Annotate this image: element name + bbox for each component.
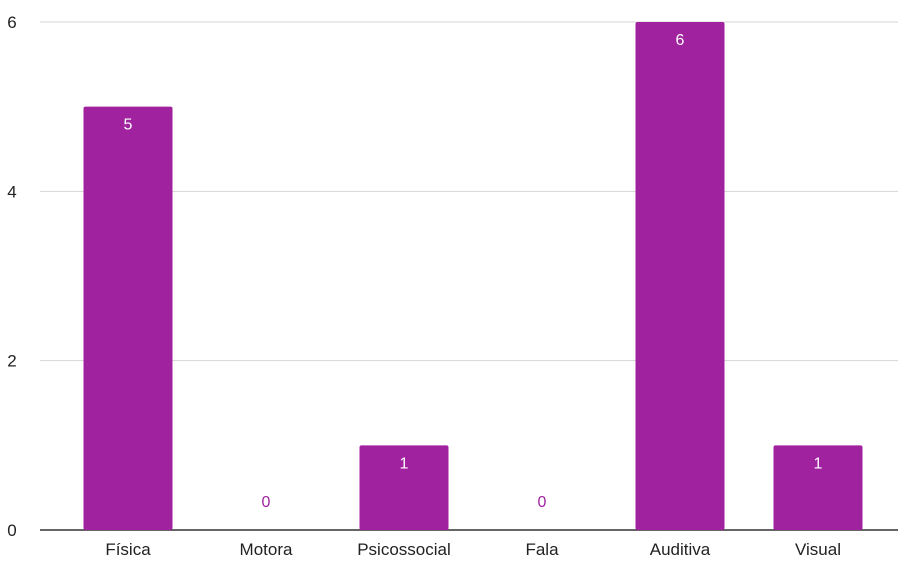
y-tick-label: 2 — [7, 352, 16, 371]
bars — [83, 22, 863, 531]
data-label: 0 — [262, 494, 271, 511]
bar-5 — [773, 445, 863, 530]
x-axis-categories: Física Motora Psicossocial Fala Auditiva Visu… — [105, 540, 841, 559]
data-label: 1 — [814, 455, 823, 472]
x-category-label: Psicossocial — [357, 540, 451, 558]
bar-0 — [83, 106, 173, 531]
x-category-label: Motora — [240, 540, 293, 558]
x-category-label: Fala — [525, 540, 559, 558]
bar-2 — [359, 445, 449, 530]
y-tick-label: 0 — [7, 521, 16, 540]
y-tick-label: 4 — [7, 182, 16, 201]
data-label: 0 — [538, 494, 547, 511]
x-category-label: Auditiva — [650, 540, 711, 558]
x-category-label: Visual — [795, 540, 841, 558]
data-label: 5 — [124, 117, 133, 134]
data-label: 1 — [400, 455, 409, 472]
y-tick-label: 6 — [7, 13, 16, 32]
x-category-label: Física — [105, 540, 151, 558]
bar-4 — [635, 22, 725, 530]
gridlines — [40, 21, 898, 531]
data-label: 6 — [676, 32, 685, 49]
data-labels: 5 0 1 0 6 1 — [124, 32, 823, 511]
y-axis-ticks: 0 2 4 6 — [7, 13, 16, 540]
